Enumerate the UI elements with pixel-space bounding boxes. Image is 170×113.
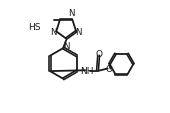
Text: O: O <box>105 65 112 73</box>
Text: N: N <box>50 28 57 36</box>
Text: O: O <box>95 50 102 59</box>
Text: N: N <box>75 28 82 36</box>
Text: N: N <box>68 9 74 18</box>
Text: N: N <box>64 41 70 50</box>
Text: NH: NH <box>81 67 94 76</box>
Text: HS: HS <box>29 23 41 32</box>
